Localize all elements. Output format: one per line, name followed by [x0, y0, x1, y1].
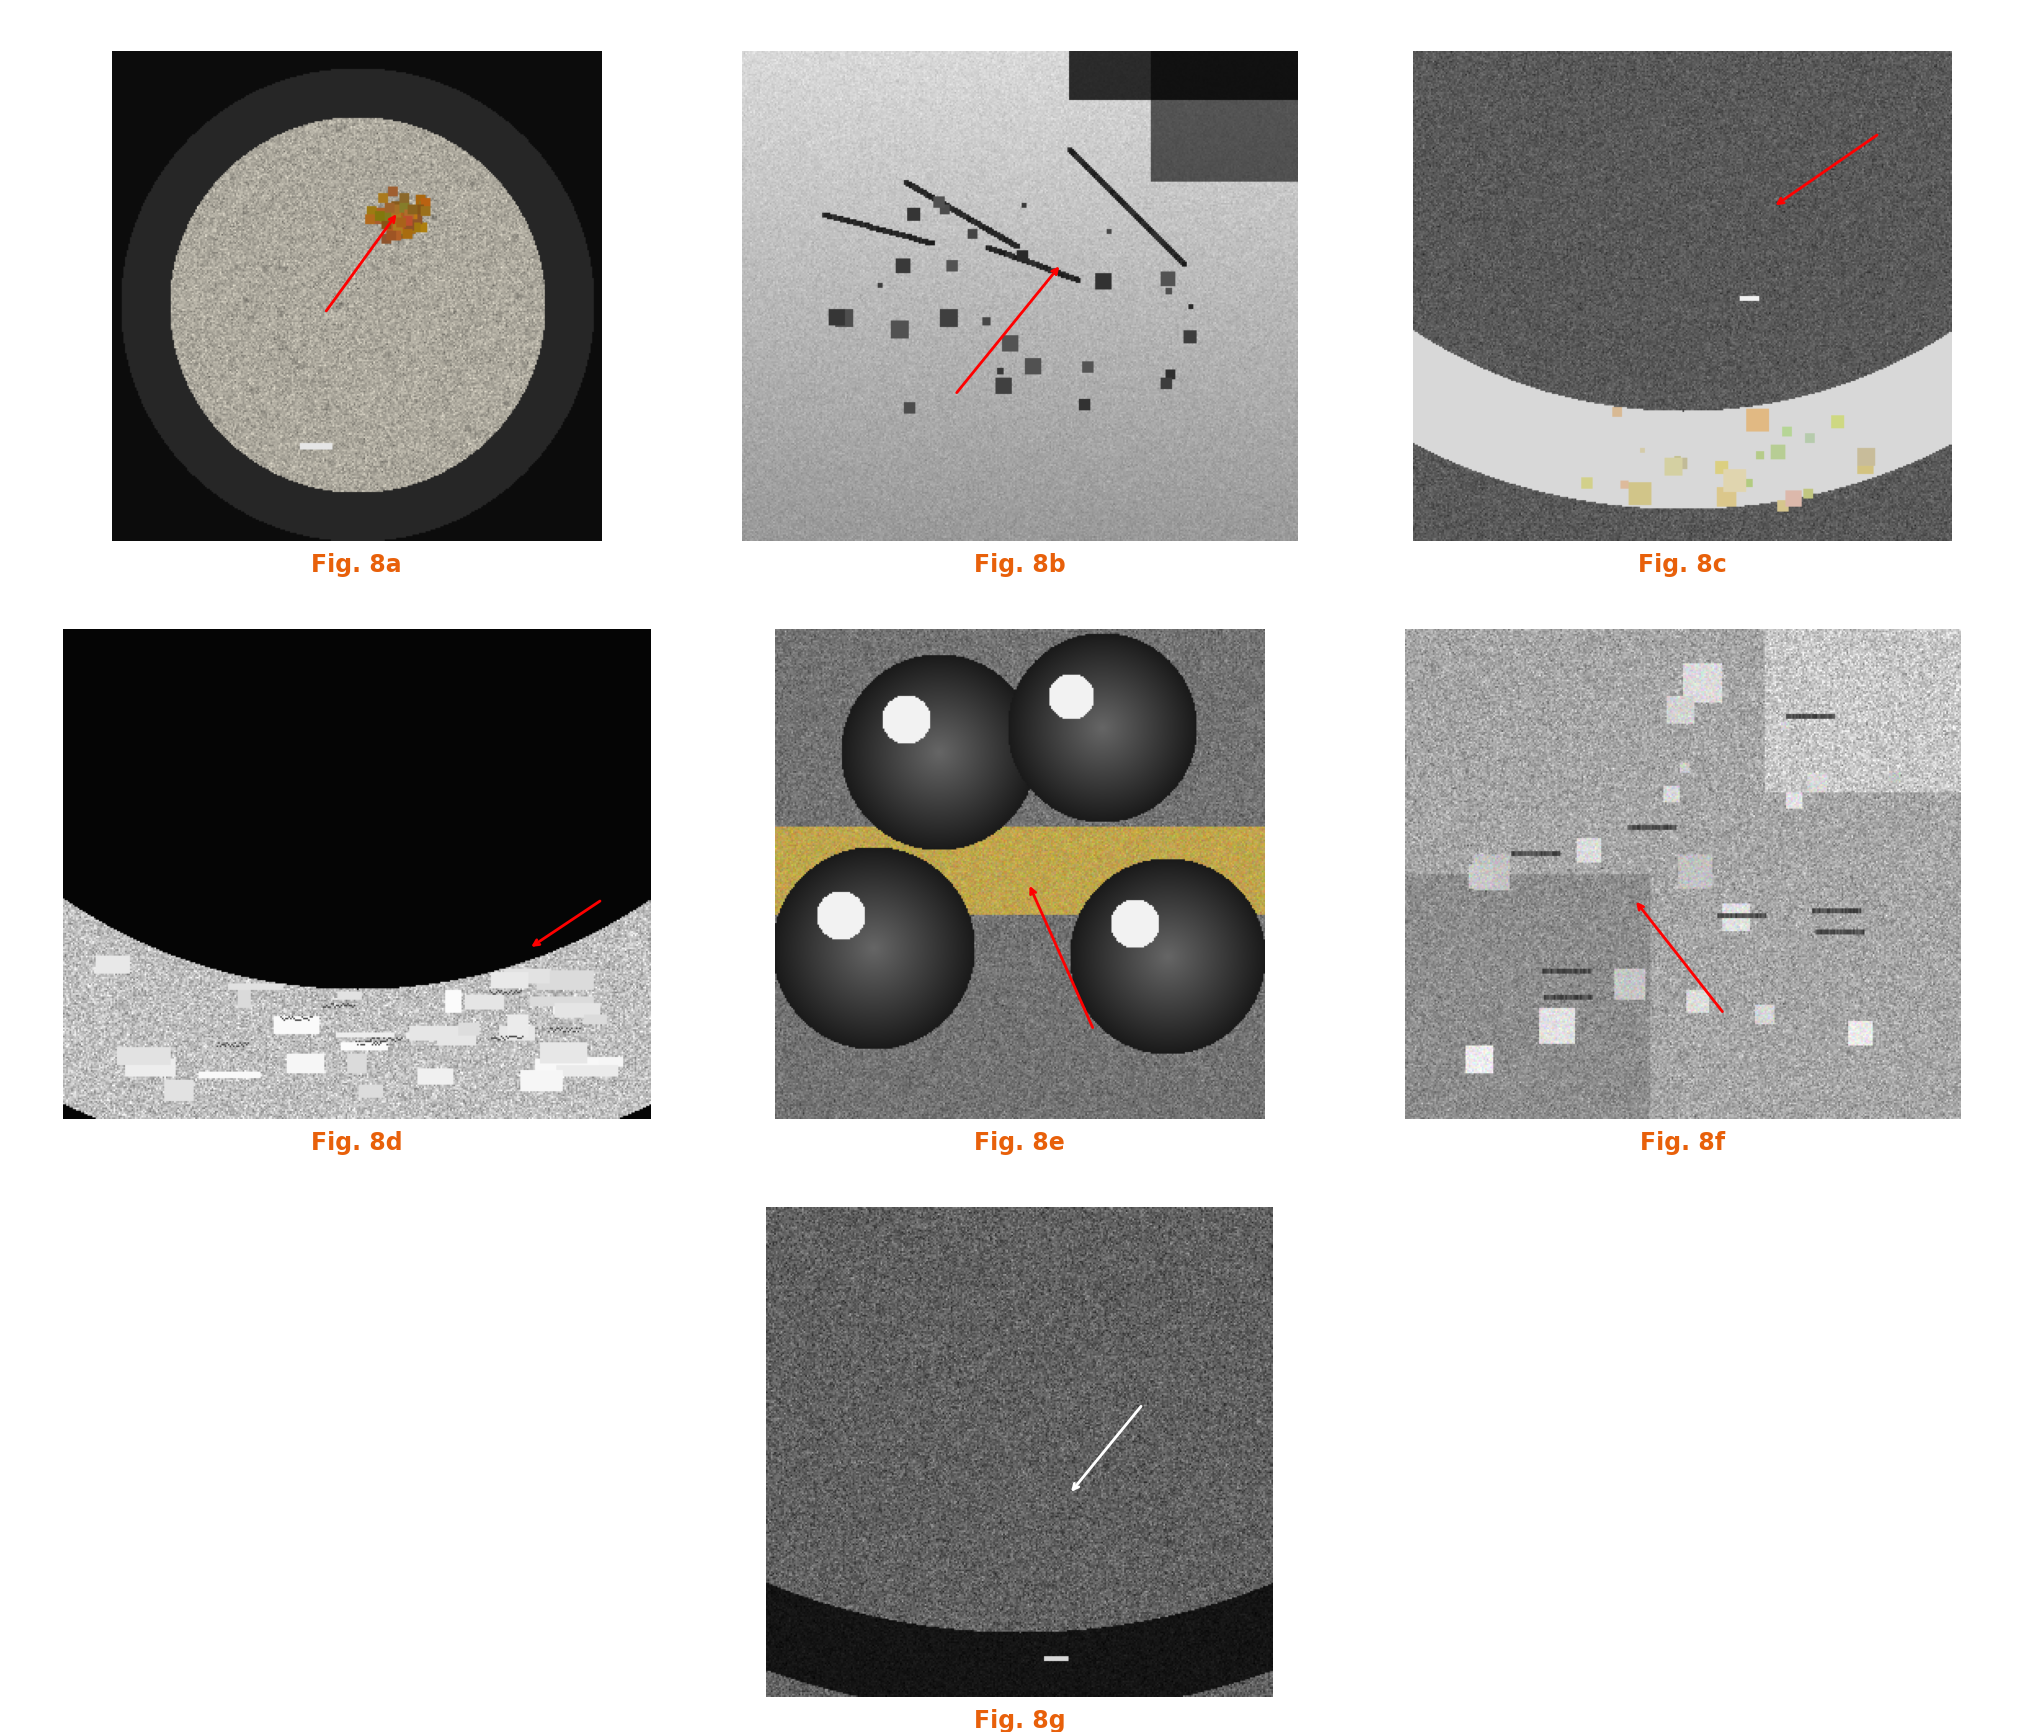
X-axis label: Fig. 8b: Fig. 8b: [975, 553, 1064, 577]
X-axis label: Fig. 8f: Fig. 8f: [1639, 1131, 1725, 1155]
X-axis label: Fig. 8e: Fig. 8e: [975, 1131, 1064, 1155]
X-axis label: Fig. 8c: Fig. 8c: [1637, 553, 1727, 577]
X-axis label: Fig. 8d: Fig. 8d: [310, 1131, 402, 1155]
X-axis label: Fig. 8a: Fig. 8a: [312, 553, 402, 577]
X-axis label: Fig. 8g: Fig. 8g: [975, 1708, 1064, 1732]
